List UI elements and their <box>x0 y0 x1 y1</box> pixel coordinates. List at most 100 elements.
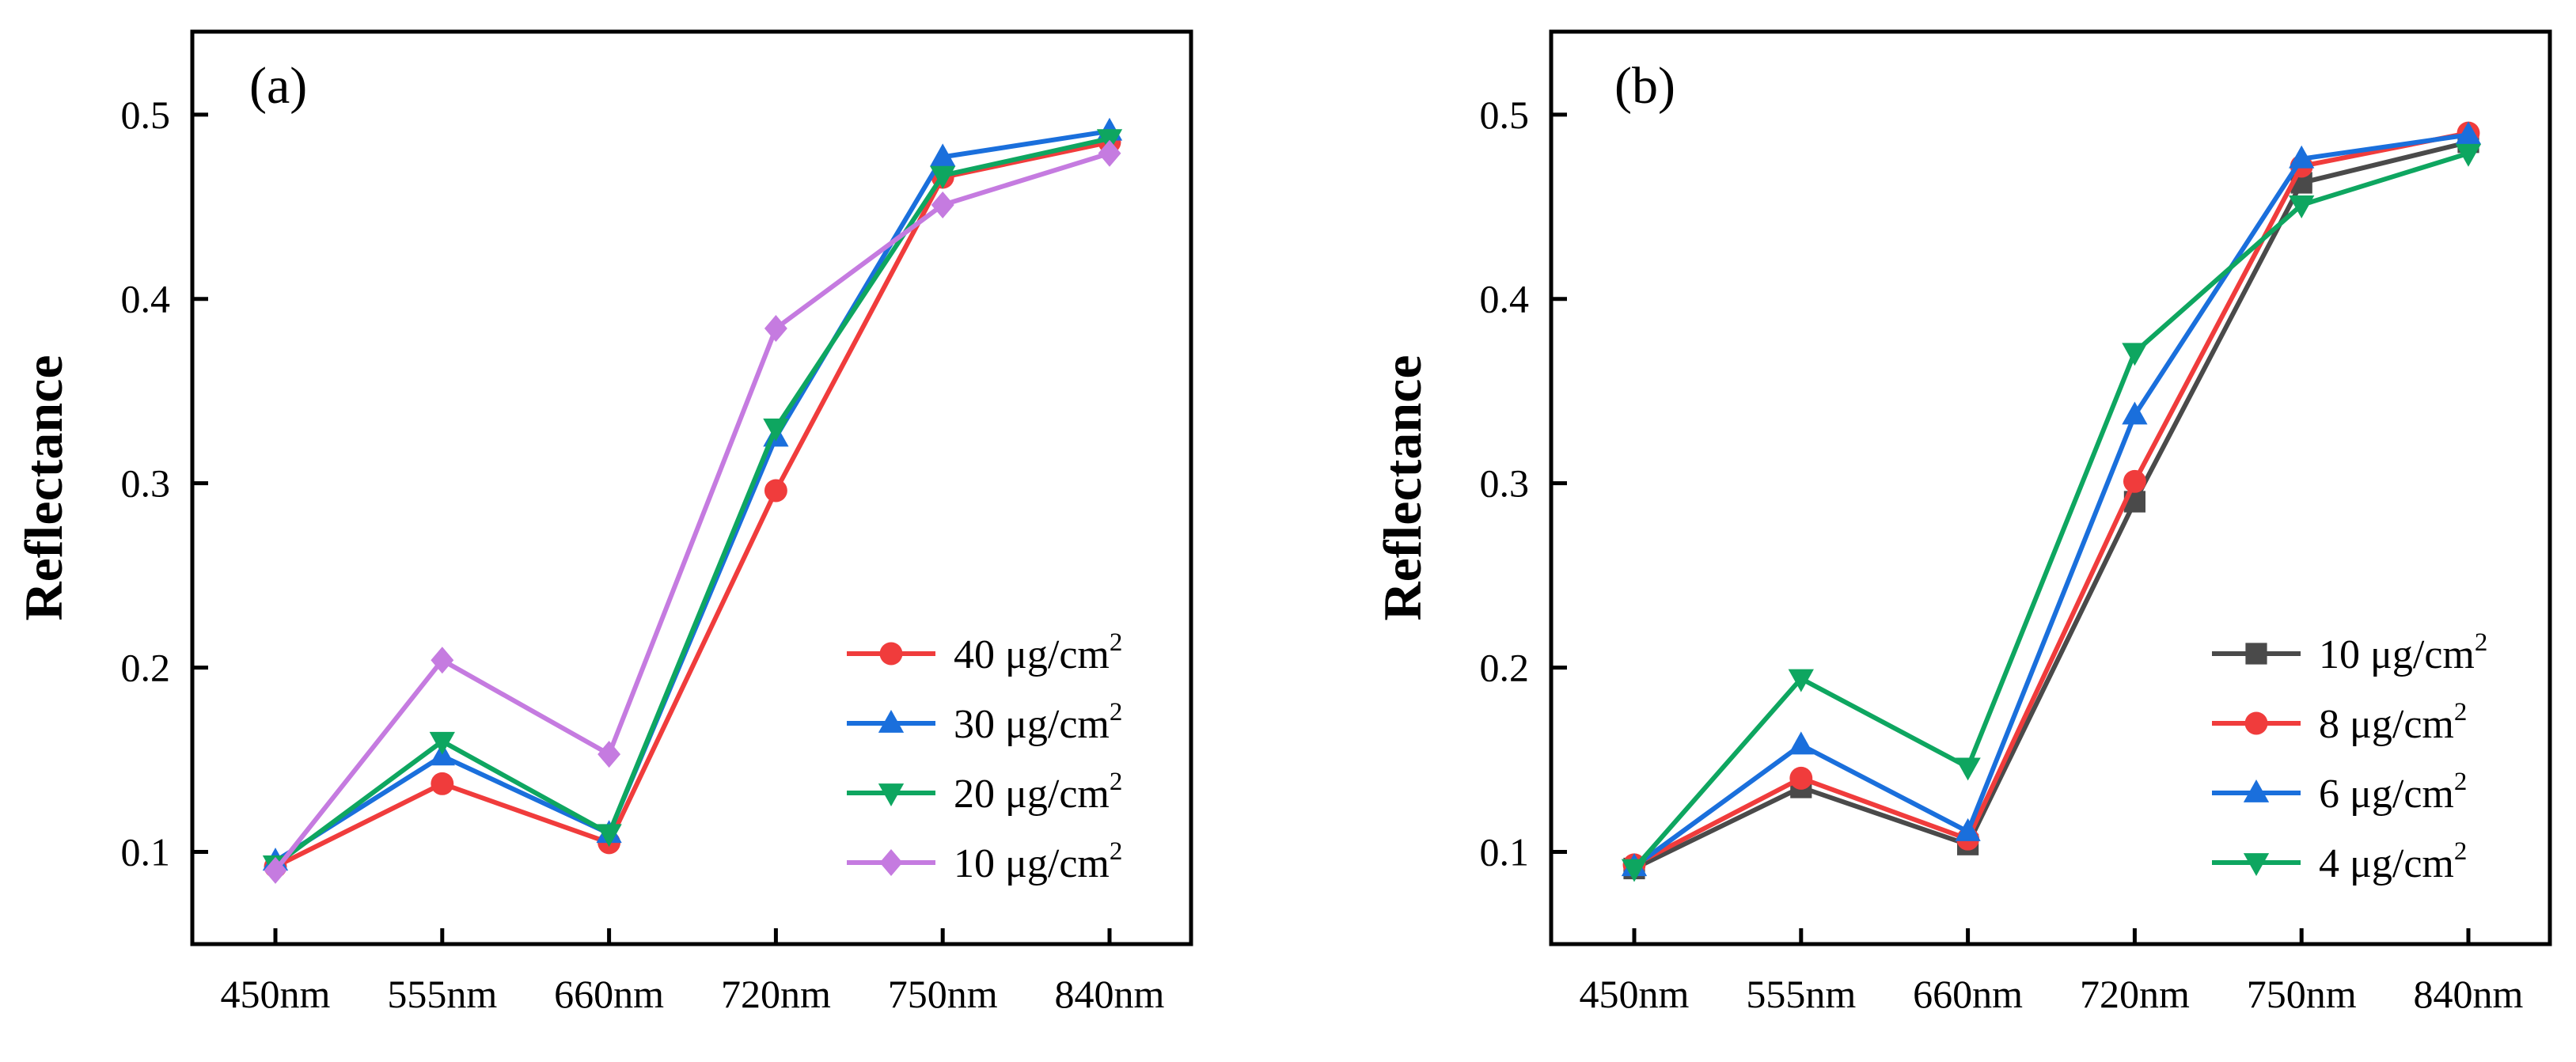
legend-item: 40 μg/cm2 <box>847 628 1122 677</box>
data-point <box>930 143 956 167</box>
y-tick-label: 0.5 <box>121 93 171 137</box>
series-line <box>274 136 1110 867</box>
data-point <box>2455 143 2482 167</box>
series-3 <box>264 139 1121 884</box>
data-point <box>1788 669 1814 692</box>
data-point <box>2122 401 2148 425</box>
y-tick-label: 0.1 <box>1480 830 1530 874</box>
legend-label: 20 μg/cm2 <box>954 768 1122 817</box>
y-tick-label: 0.3 <box>1480 461 1530 506</box>
series-0 <box>1623 131 2479 880</box>
y-tick-label: 0.4 <box>1480 277 1530 321</box>
series-line <box>1632 150 2469 870</box>
legend-marker <box>2245 643 2267 665</box>
x-tick-label: 660nm <box>554 972 664 1016</box>
y-tick-label: 0.2 <box>1480 646 1530 690</box>
data-point <box>763 418 789 442</box>
y-tick-label: 0.3 <box>121 461 171 506</box>
series-1 <box>262 117 1123 871</box>
series-line <box>1633 139 2469 871</box>
x-tick-label: 720nm <box>721 972 831 1016</box>
x-tick-label: 555nm <box>387 972 497 1016</box>
data-point <box>431 772 454 795</box>
legend-item: 8 μg/cm2 <box>2212 698 2467 747</box>
x-tick-label: 750nm <box>2247 972 2357 1016</box>
data-point <box>596 824 622 848</box>
legend-marker <box>2244 711 2268 735</box>
x-tick-label: 660nm <box>1913 972 2023 1016</box>
panel-a: 0.1 0.2 0.3 0.4 0.5 450nm 555nm 660nm 720nm 750nm… <box>13 29 1193 1016</box>
legend-label: 10 μg/cm2 <box>2319 628 2487 677</box>
legend-label: 6 μg/cm2 <box>2319 768 2467 817</box>
legend-item: 6 μg/cm2 <box>2212 768 2467 817</box>
series-line <box>274 139 1110 869</box>
legend-marker <box>2243 779 2270 802</box>
x-tick-label: 450nm <box>1580 972 1690 1016</box>
legend-marker <box>879 642 903 666</box>
x-tick-label: 555nm <box>1746 972 1856 1016</box>
data-point <box>429 731 455 755</box>
data-point <box>1955 757 1981 781</box>
series-line <box>1633 132 2469 869</box>
series-0 <box>264 131 1121 878</box>
panel-label: (a) <box>249 57 307 115</box>
y-tick-label: 0.2 <box>121 646 171 690</box>
data-point <box>1788 731 1814 755</box>
data-point <box>931 191 954 218</box>
data-point <box>431 647 454 674</box>
legend-marker <box>2243 853 2270 876</box>
legend-label: 10 μg/cm2 <box>954 837 1122 886</box>
data-point <box>764 315 787 343</box>
plot-frame <box>190 29 1193 946</box>
legend-item: 10 μg/cm2 <box>847 837 1122 886</box>
series-2 <box>1621 121 2482 877</box>
legend-label: 8 μg/cm2 <box>2319 698 2467 747</box>
panel-label: (b) <box>1614 57 1675 115</box>
legend-item: 10 μg/cm2 <box>2212 628 2487 677</box>
x-tick-label: 840nm <box>1055 972 1165 1016</box>
legend: 40 μg/cm2 30 μg/cm2 20 μg/cm2 10 μg/cm2 <box>847 628 1122 886</box>
y-tick-label: 0.4 <box>121 277 171 321</box>
x-tick-label: 840nm <box>2414 972 2524 1016</box>
legend-item: 4 μg/cm2 <box>2212 837 2467 886</box>
plot-frame <box>1549 29 2552 946</box>
data-point <box>2122 343 2148 366</box>
data-point <box>764 479 787 503</box>
x-tick-label: 450nm <box>221 972 331 1016</box>
legend-label: 4 μg/cm2 <box>2319 837 2467 886</box>
y-tick-label: 0.1 <box>121 830 171 874</box>
data-point <box>1621 859 1648 882</box>
legend-label: 40 μg/cm2 <box>954 628 1122 677</box>
data-point <box>598 741 621 768</box>
data-point <box>1789 766 1813 790</box>
data-point <box>264 856 287 884</box>
data-point <box>2123 469 2146 493</box>
panel-b: 0.1 0.2 0.3 0.4 0.5 450nm 555nm 660nm 720nm 750nm… <box>1372 29 2552 1016</box>
legend-marker <box>878 783 905 806</box>
series-line <box>1633 131 2469 867</box>
series-2 <box>262 129 1123 878</box>
y-axis-title: Reflectance <box>13 355 74 620</box>
legend-label: 30 μg/cm2 <box>954 698 1122 747</box>
legend-marker <box>878 710 905 733</box>
series-1 <box>1622 121 2480 877</box>
data-point <box>2289 145 2315 169</box>
x-tick-label: 720nm <box>2080 972 2190 1016</box>
data-point <box>930 165 956 189</box>
data-point <box>2455 121 2482 145</box>
legend: 10 μg/cm2 8 μg/cm2 6 μg/cm2 4 μg/cm2 <box>2212 628 2487 886</box>
legend-item: 30 μg/cm2 <box>847 698 1122 747</box>
y-tick-label: 0.5 <box>1480 93 1530 137</box>
legend-marker <box>879 849 903 876</box>
data-point <box>2289 195 2315 218</box>
series-line <box>274 128 1110 863</box>
data-point <box>1098 139 1121 167</box>
y-axis-title: Reflectance <box>1372 355 1432 620</box>
data-point <box>1955 817 1981 841</box>
x-tick-label: 750nm <box>888 972 998 1016</box>
series-line <box>273 150 1110 872</box>
legend-item: 20 μg/cm2 <box>847 768 1122 817</box>
series-3 <box>1621 143 2482 882</box>
